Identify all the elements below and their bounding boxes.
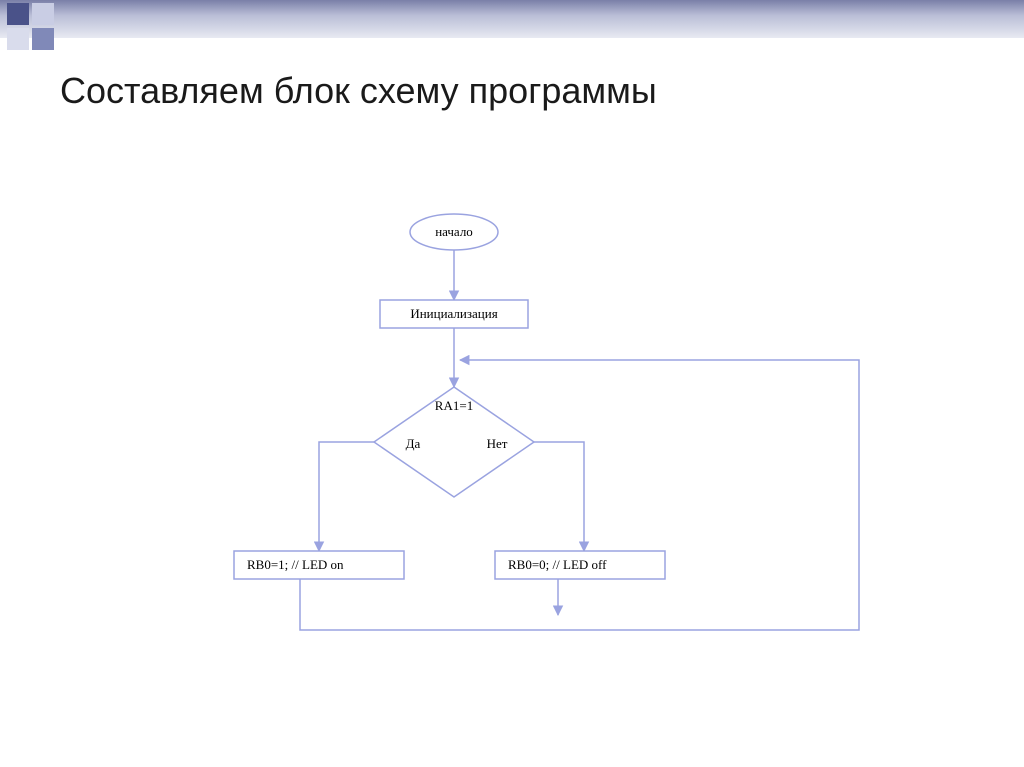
- node-led-off: RB0=0; // LED off: [495, 551, 665, 579]
- node-start: начало: [410, 214, 498, 250]
- node-led-off-label: RB0=0; // LED off: [508, 557, 607, 572]
- node-condition-label: RA1=1: [435, 398, 473, 413]
- node-led-on-label: RB0=1; // LED on: [247, 557, 344, 572]
- node-condition: RA1=1 Да Нет: [374, 387, 534, 497]
- branch-yes-label: Да: [406, 436, 421, 451]
- node-start-label: начало: [435, 224, 473, 239]
- node-init: Инициализация: [380, 300, 528, 328]
- node-led-on: RB0=1; // LED on: [234, 551, 404, 579]
- branch-no-label: Нет: [487, 436, 508, 451]
- flowchart-diagram: начало Инициализация RA1=1 Да Нет RB0=1;…: [0, 0, 1024, 767]
- node-init-label: Инициализация: [410, 306, 497, 321]
